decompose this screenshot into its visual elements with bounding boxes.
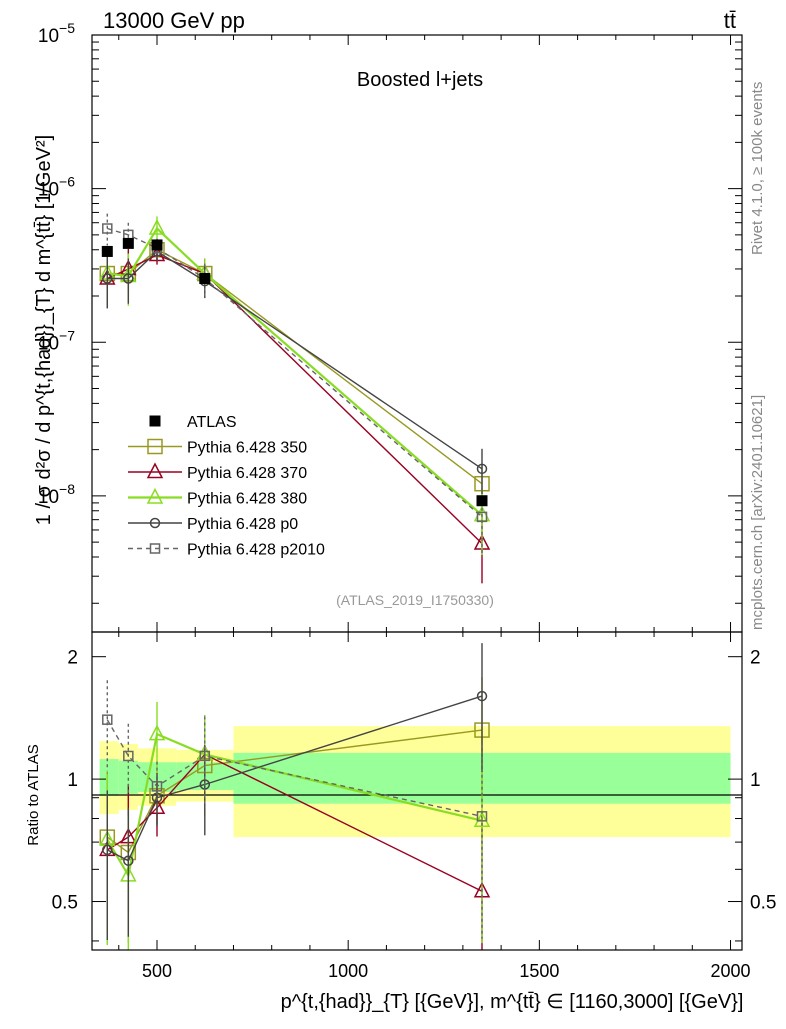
ratio-point-p0 bbox=[102, 844, 113, 856]
mcplots-source-text: mcplots.cern.ch [arXiv:2401.10621] bbox=[749, 395, 766, 630]
y-tick-label: 10−5 bbox=[38, 20, 75, 47]
legend-entry-p380: Pythia 6.428 380 bbox=[128, 487, 307, 508]
x-tick-label: 1000 bbox=[328, 961, 368, 981]
legend-marker-atlas bbox=[149, 415, 161, 427]
ratio-y-tick-label-left: 2 bbox=[67, 648, 78, 669]
energy-title: 13000 GeV pp bbox=[103, 8, 245, 33]
legend-entry-p0: Pythia 6.428 p0 bbox=[128, 516, 298, 533]
ratio-y-tick-label-left: 0.5 bbox=[52, 893, 78, 914]
x-tick-label: 2000 bbox=[711, 961, 751, 981]
rivet-version-text: Rivet 4.1.0, ≥ 100k events bbox=[749, 82, 766, 255]
point-p0 bbox=[102, 273, 113, 284]
ratio-y-tick-label-right: 2 bbox=[750, 648, 761, 669]
legend-entry-atlas: ATLAS bbox=[149, 414, 237, 431]
legend-entry-p350: Pythia 6.428 350 bbox=[128, 438, 307, 457]
y-tick-label: 10−8 bbox=[38, 481, 75, 508]
point-p0 bbox=[476, 463, 488, 475]
ratio-point-p2010 bbox=[151, 781, 163, 792]
ratio-band-inner bbox=[118, 760, 138, 794]
ratio-point-p0 bbox=[476, 690, 488, 702]
legend-marker-p380 bbox=[146, 487, 164, 504]
legend-entry-p370: Pythia 6.428 370 bbox=[128, 462, 307, 482]
legend: ATLAS Pythia 6.428 350 Pythia 6.428 370 Pyt… bbox=[128, 414, 325, 559]
ratio-panel: 500 1000 1500 2000 0.5 0.5 1 1 2 2 bbox=[52, 631, 776, 981]
ratio-point-p2010 bbox=[476, 811, 488, 822]
ratio-point-p2010 bbox=[123, 750, 134, 762]
main-panel: 10−8 10−7 10−6 10−5 ATLAS Pythia 6.428 350 Py… bbox=[38, 20, 743, 633]
point-atlas bbox=[122, 237, 134, 249]
y-tick-label: 10−7 bbox=[38, 327, 75, 354]
legend-marker-p350 bbox=[147, 438, 163, 455]
point-atlas bbox=[101, 245, 113, 257]
point-atlas bbox=[476, 495, 488, 507]
x-axis-label: p^{t,{had}}_{T} [{GeV}], m^{tt̄} ∈ [1160… bbox=[281, 991, 744, 1013]
legend-marker-p0 bbox=[149, 517, 161, 529]
x-tick-label: 1500 bbox=[519, 961, 559, 981]
legend-label-p0: Pythia 6.428 p0 bbox=[187, 516, 298, 533]
ratio-point-p2010 bbox=[102, 714, 113, 725]
y-axis-label-main: 1 / σ d²σ / d p^{t,{had}}_{T} d m^{tt̄} … bbox=[33, 135, 55, 525]
ratio-point-p380 bbox=[148, 724, 166, 741]
plot-label: Boosted l+jets bbox=[357, 69, 483, 91]
legend-label-p350: Pythia 6.428 350 bbox=[187, 440, 307, 457]
legend-entry-p2010: Pythia 6.428 p2010 bbox=[128, 542, 325, 559]
x-tick-label: 500 bbox=[142, 961, 172, 981]
ratio-y-tick-label-right: 0.5 bbox=[750, 893, 776, 914]
point-p0 bbox=[123, 273, 134, 284]
point-p380 bbox=[148, 218, 166, 235]
ratio-y-tick-label-left: 1 bbox=[67, 770, 78, 791]
point-atlas bbox=[151, 239, 163, 251]
legend-label-atlas: ATLAS bbox=[187, 414, 237, 431]
ratio-panel-frame bbox=[91, 631, 743, 951]
point-p2010 bbox=[476, 511, 488, 523]
legend-label-p2010: Pythia 6.428 p2010 bbox=[187, 542, 325, 559]
legend-marker-p370 bbox=[146, 462, 164, 479]
legend-label-p370: Pythia 6.428 370 bbox=[187, 465, 307, 482]
point-atlas bbox=[199, 273, 211, 285]
y-axis-label-ratio: Ratio to ATLAS bbox=[25, 744, 42, 845]
ratio-point-p380 bbox=[473, 811, 491, 827]
analysis-watermark: (ATLAS_2019_I1750330) bbox=[336, 592, 494, 608]
ratio-point-p0 bbox=[123, 855, 134, 866]
ratio-band-inner bbox=[99, 759, 119, 796]
legend-marker-p2010 bbox=[149, 543, 161, 554]
legend-label-p380: Pythia 6.428 380 bbox=[187, 491, 307, 508]
process-title: tt̄ bbox=[724, 8, 736, 33]
point-p2010 bbox=[102, 223, 113, 234]
y-tick-label: 10−6 bbox=[38, 174, 75, 201]
ratio-y-tick-label-right: 1 bbox=[750, 770, 761, 791]
ratio-point-p2010 bbox=[199, 750, 211, 762]
